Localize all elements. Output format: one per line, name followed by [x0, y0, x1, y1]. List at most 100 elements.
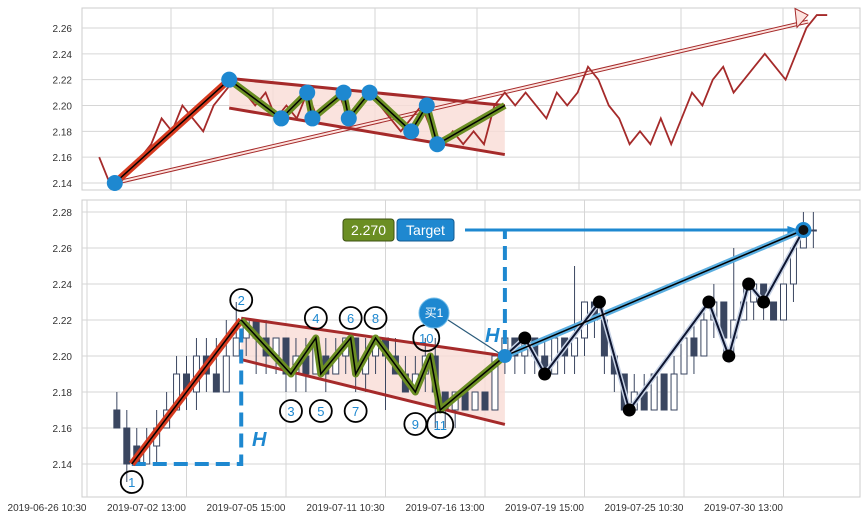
x-tick-label: 2019-07-16 13:00: [406, 503, 485, 514]
height-dashed-line: [131, 320, 244, 466]
pivot-dot: [304, 110, 321, 127]
target-label: Target: [406, 222, 445, 238]
y-tick-label: 2.28: [53, 208, 73, 219]
height-label: H: [252, 429, 267, 451]
pivot-number-circle: [343, 399, 368, 423]
y-tick-label: 2.16: [53, 153, 73, 164]
pivot-number-circle: [338, 306, 363, 330]
post-breakout-pivot: [702, 295, 716, 309]
candle-body: [232, 337, 240, 357]
pivot-dot: [299, 84, 316, 101]
pivot-dot: [403, 123, 420, 140]
candle-body: [282, 337, 290, 375]
candle-body: [471, 391, 479, 411]
buy-marker: [418, 297, 450, 329]
y-tick-label: 2.24: [53, 280, 73, 291]
y-tick-label: 2.20: [53, 352, 73, 363]
target-value: 2.270: [351, 222, 386, 238]
post-breakout-pivot: [742, 277, 756, 291]
top-panel: 2.14 2.16 2.18 2.20 2.22 2.24 2.26: [53, 7, 861, 191]
zigzag-core: [240, 319, 506, 412]
buy-marker-pointer: [447, 319, 500, 354]
pivot-number-circle: [279, 399, 303, 423]
pivot-number-label: 2: [238, 293, 245, 308]
pivot-number-circle: [363, 306, 388, 330]
pivot-number-label: 6: [347, 311, 354, 326]
pivot-number-label: 3: [287, 404, 294, 419]
pivot-number-label: 5: [317, 404, 324, 419]
candle-body: [212, 373, 220, 393]
candle-body: [123, 427, 131, 465]
pivot-number-label: 7: [352, 404, 359, 419]
flagpole-core: [114, 79, 230, 184]
post-breakout-pivot: [538, 367, 552, 381]
price-line: [98, 14, 828, 184]
pivot-number-circle: [308, 399, 333, 423]
pivot-dot: [273, 110, 290, 127]
pivot-number-label: 10: [419, 331, 433, 346]
pivot-dot: [221, 71, 238, 88]
y-tick-label: 2.22: [53, 316, 73, 327]
pivot-number-label: 4: [312, 311, 319, 326]
post-breakout-pivot: [757, 295, 771, 309]
candle-body: [700, 319, 708, 357]
pivot-number-circle: [119, 470, 144, 494]
bottom-panel: 2.14 2.16 2.18 2.20 2.22 2.24 2.26 2.28 H H 1 2 3 4 5 6…: [53, 199, 861, 498]
pivot-dot: [106, 175, 123, 191]
pivot-number-circle: [303, 306, 328, 330]
y-tick-label: 2.14: [53, 460, 73, 471]
post-breakout-pivot: [518, 331, 532, 345]
buy-marker-label: 买1: [425, 306, 444, 320]
x-tick-label: 2019-07-02 13:00: [107, 503, 186, 514]
x-tick-label: 2019-06-26 10:30: [8, 503, 87, 514]
bottom-panel-frame: [81, 199, 861, 498]
pivot-dot: [361, 84, 378, 101]
height-label: H: [485, 325, 500, 347]
y-tick-label: 2.14: [53, 179, 73, 190]
flagpole-core: [131, 319, 242, 465]
breakout-dot: [497, 349, 512, 363]
pivot-dot: [340, 110, 357, 127]
target-value-box: [342, 218, 395, 242]
y-tick-label: 2.26: [53, 244, 73, 255]
y-tick-label: 2.24: [53, 50, 73, 61]
candle-body: [481, 391, 489, 411]
y-tick-label: 2.22: [53, 76, 73, 87]
y-tick-label: 2.16: [53, 424, 73, 435]
pivot-number-circle: [426, 411, 455, 439]
target-labels: 2.270 Target: [342, 218, 455, 242]
candle-body: [113, 409, 121, 429]
x-axis: 2019-06-26 10:30 2019-07-02 13:00 2019-07-…: [8, 503, 784, 514]
post-breakout-zigzag: [504, 229, 805, 413]
candle-body: [222, 355, 230, 393]
y-tick-label: 2.26: [53, 24, 73, 35]
x-tick-label: 2019-07-05 15:00: [207, 503, 286, 514]
candle-body: [690, 337, 698, 357]
post-breakout-pivot: [592, 295, 606, 309]
post-breakout-pivot: [722, 349, 736, 363]
x-tick-label: 2019-07-11 10:30: [306, 503, 385, 514]
y-tick-label: 2.18: [53, 388, 73, 399]
post-breakout-pivot: [622, 403, 636, 417]
candle-body: [770, 301, 778, 321]
candle-body: [660, 373, 668, 411]
pivot-number-circle: [403, 412, 428, 436]
trend-arrow-head: [794, 7, 809, 29]
pivot-dot: [335, 84, 352, 101]
x-tick-label: 2019-07-19 15:00: [505, 503, 584, 514]
pivot-number-label: 9: [412, 417, 419, 432]
pivot-number-label: 11: [433, 418, 447, 433]
target-box: [396, 218, 455, 242]
target-dot-core: [798, 225, 809, 235]
x-tick-label: 2019-07-30 13:00: [704, 503, 783, 514]
y-tick-label: 2.18: [53, 127, 73, 138]
pivot-dot: [429, 136, 446, 153]
pivot-number-label: 8: [372, 311, 379, 326]
pivot-number-circle: [229, 288, 254, 312]
candle-body: [670, 373, 678, 411]
breakout-target-core: [504, 229, 804, 357]
x-tick-label: 2019-07-25 10:30: [605, 503, 684, 514]
y-tick-label: 2.20: [53, 101, 73, 112]
target-arrow-head: [787, 226, 800, 234]
